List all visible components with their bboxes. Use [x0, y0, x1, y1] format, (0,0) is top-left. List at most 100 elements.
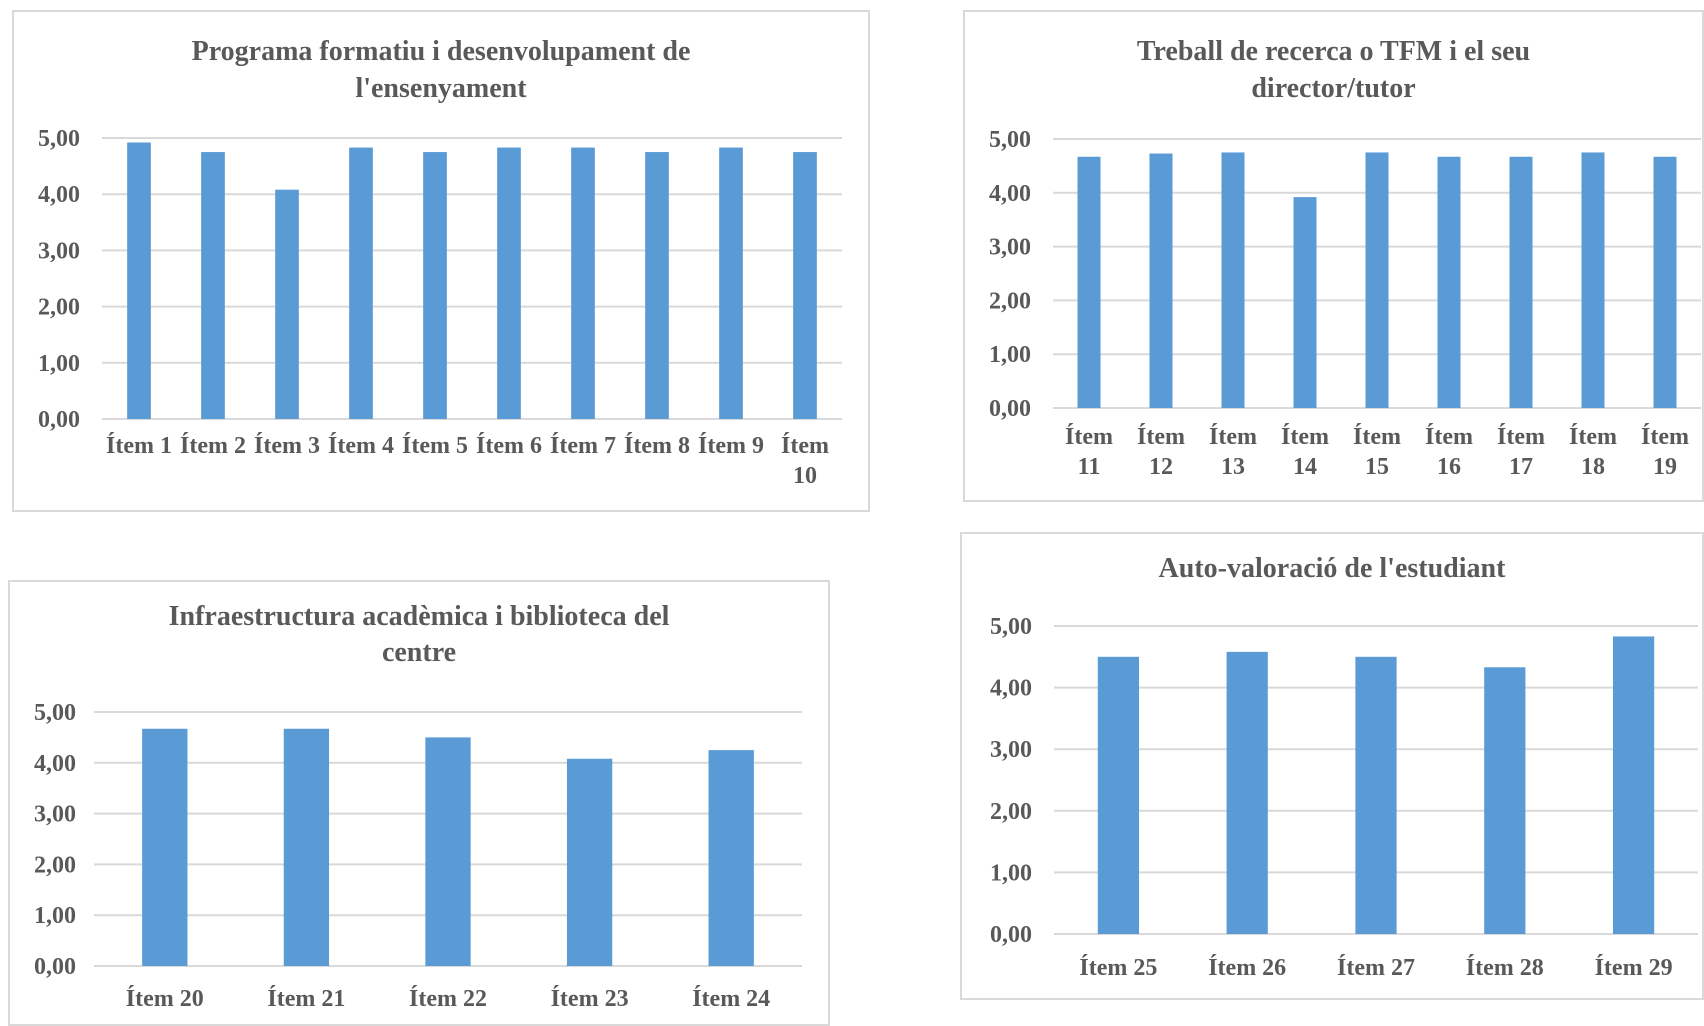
- x-tick-label: Ítem 22: [409, 986, 487, 1012]
- bar: [497, 147, 521, 419]
- x-tick-label: Ítem: [1209, 424, 1257, 450]
- bar: [1293, 197, 1317, 408]
- x-tick-label: Ítem 20: [126, 986, 204, 1012]
- y-tick-label: 0,00: [990, 922, 1032, 948]
- x-tick-label: Ítem 2: [180, 433, 246, 459]
- chart-infraestructura: Infraestructura acadèmica i biblioteca d…: [34, 601, 802, 1012]
- bar: [275, 189, 299, 419]
- y-tick-label: 1,00: [38, 351, 80, 377]
- bar: [1355, 656, 1397, 934]
- bar: [423, 152, 447, 420]
- y-tick-label: 2,00: [34, 852, 76, 878]
- chart-panel-programa: Programa formatiu i desenvolupament de l'…: [12, 10, 870, 512]
- chart-title-line: Programa formatiu i desenvolupament de: [192, 36, 691, 67]
- chart-title-line: centre: [382, 637, 456, 668]
- chart-panel-auto-valoracio: Auto-valoració de l'estudiant 0,00 1,00 2,0…: [960, 532, 1704, 1000]
- bar: [1221, 152, 1245, 408]
- y-tick-label: 1,00: [989, 342, 1031, 368]
- x-tick-label: Ítem: [1065, 424, 1113, 450]
- bar: [1612, 636, 1655, 934]
- x-tick-label: Ítem: [1425, 424, 1473, 450]
- y-tick-label: 3,00: [989, 235, 1031, 261]
- bar: [1097, 656, 1140, 934]
- bar: [1484, 667, 1526, 934]
- x-tick-label: Ítem: [1569, 424, 1617, 450]
- x-tick-label: Ítem 4: [328, 433, 394, 459]
- bar: [1653, 156, 1677, 408]
- x-tick-label: 10: [793, 463, 817, 489]
- x-tick-label: Ítem 25: [1079, 955, 1157, 981]
- bar: [1077, 156, 1101, 408]
- x-tick-label: 11: [1078, 454, 1101, 480]
- x-tick-label: Ítem 5: [402, 433, 468, 459]
- y-tick-label: 4,00: [34, 751, 76, 777]
- x-tick-label: Ítem: [1353, 424, 1401, 450]
- x-tick-label: 17: [1509, 454, 1533, 480]
- chart-treball: Treball de recerca o TFM i el seu directo…: [989, 36, 1701, 480]
- chart-title-line: Infraestructura acadèmica i biblioteca d…: [169, 601, 670, 632]
- x-tick-label: Ítem: [1137, 424, 1185, 450]
- chart-panel-infraestructura: Infraestructura acadèmica i biblioteca d…: [8, 580, 830, 1026]
- bar: [349, 147, 373, 419]
- bar: [1437, 156, 1461, 408]
- y-tick-label: 1,00: [990, 860, 1032, 886]
- x-tick-label: 16: [1437, 454, 1461, 480]
- y-tick-label: 2,00: [989, 288, 1031, 314]
- bar: [571, 147, 595, 419]
- x-tick-label: Ítem 28: [1466, 955, 1544, 981]
- x-tick-label: Ítem 26: [1208, 955, 1286, 981]
- x-tick-label: 18: [1581, 454, 1605, 480]
- bar: [201, 152, 225, 420]
- y-tick-label: 2,00: [38, 295, 80, 321]
- chart-title-line: Auto-valoració de l'estudiant: [1159, 553, 1507, 584]
- x-tick-label: Ítem 7: [550, 433, 616, 459]
- x-tick-label: Ítem: [1281, 424, 1329, 450]
- bar: [719, 147, 743, 419]
- y-tick-label: 4,00: [989, 181, 1031, 207]
- y-tick-label: 3,00: [38, 238, 80, 264]
- y-tick-label: 3,00: [990, 737, 1032, 763]
- y-tick-label: 4,00: [38, 182, 80, 208]
- bar: [793, 152, 817, 420]
- y-tick-label: 0,00: [34, 954, 76, 980]
- bar: [425, 737, 471, 966]
- y-tick-label: 2,00: [990, 799, 1032, 825]
- bar: [127, 142, 151, 419]
- chart-panel-treball: Treball de recerca o TFM i el seu directo…: [963, 10, 1704, 502]
- chart-title-line: l'ensenyament: [355, 73, 527, 104]
- x-tick-label: Ítem: [1641, 424, 1689, 450]
- x-tick-label: Ítem 29: [1595, 955, 1673, 981]
- x-tick-label: Ítem 9: [698, 433, 764, 459]
- bar: [283, 728, 330, 966]
- x-tick-label: Ítem 1: [106, 433, 172, 459]
- bar: [1365, 152, 1389, 408]
- x-tick-label: Ítem 27: [1337, 955, 1415, 981]
- x-tick-label: 15: [1365, 454, 1389, 480]
- bar: [1509, 156, 1533, 408]
- x-tick-label: Ítem 8: [624, 433, 690, 459]
- x-tick-label: 12: [1149, 454, 1173, 480]
- bar: [1581, 152, 1605, 408]
- y-tick-label: 5,00: [38, 126, 80, 152]
- x-tick-label: 13: [1221, 454, 1245, 480]
- y-tick-label: 5,00: [989, 127, 1031, 153]
- x-tick-label: Ítem 3: [254, 433, 320, 459]
- chart-title-line: Treball de recerca o TFM i el seu: [1137, 36, 1530, 67]
- chart-title-line: director/tutor: [1251, 73, 1415, 104]
- x-tick-label: Ítem 24: [692, 986, 770, 1012]
- bar: [142, 728, 188, 966]
- y-tick-label: 5,00: [990, 614, 1032, 640]
- y-tick-label: 0,00: [38, 407, 80, 433]
- bar: [708, 750, 754, 966]
- y-tick-label: 3,00: [34, 802, 76, 828]
- x-tick-label: Ítem 6: [476, 433, 542, 459]
- x-tick-label: Ítem 23: [551, 986, 629, 1012]
- x-tick-label: 19: [1653, 454, 1677, 480]
- bar: [566, 758, 613, 966]
- bar: [1149, 153, 1173, 408]
- bar: [645, 152, 669, 420]
- chart-programa: Programa formatiu i desenvolupament de l'…: [38, 36, 842, 489]
- y-tick-label: 5,00: [34, 700, 76, 726]
- x-tick-label: Ítem 21: [267, 986, 345, 1012]
- x-tick-label: Ítem: [1497, 424, 1545, 450]
